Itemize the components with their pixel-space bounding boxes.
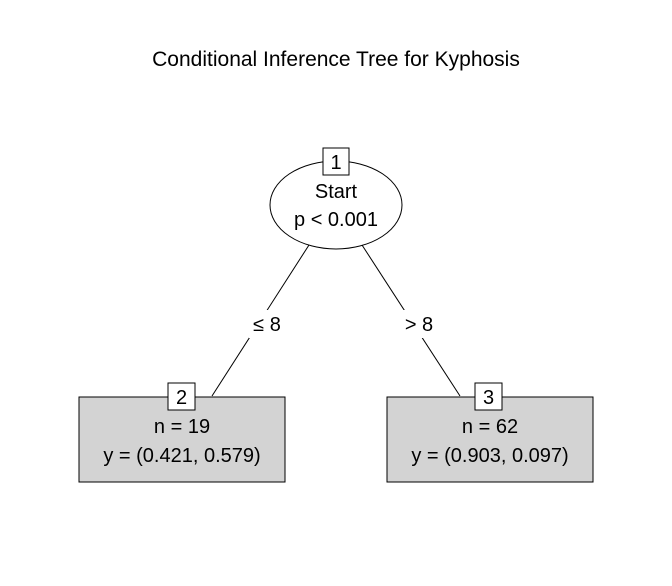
terminal-count: n = 19 bbox=[154, 416, 210, 438]
edge-right: > 8 bbox=[361, 244, 461, 397]
split-p-value: p < 0.001 bbox=[294, 209, 378, 231]
terminal-node-3: 3 n = 62 y = (0.903, 0.097) bbox=[386, 382, 594, 483]
terminal-distribution: y = (0.903, 0.097) bbox=[411, 445, 568, 467]
node-id-box bbox=[322, 147, 350, 176]
node-id-1: 1 bbox=[330, 152, 341, 174]
edge-left: ≤ 8 bbox=[211, 244, 310, 397]
edge-label-right: > 8 bbox=[405, 314, 433, 336]
edge-label-left: ≤ 8 bbox=[253, 314, 281, 336]
terminal-node-2: 2 n = 19 y = (0.421, 0.579) bbox=[78, 382, 286, 483]
node-id-2: 2 bbox=[176, 387, 187, 409]
inner-node-1: 1 Start p < 0.001 bbox=[269, 147, 403, 250]
node-id-3: 3 bbox=[483, 387, 494, 409]
diagram-title: Conditional Inference Tree for Kyphosis bbox=[152, 48, 520, 71]
split-variable: Start bbox=[315, 181, 358, 203]
node-id-box bbox=[474, 382, 503, 411]
node-id-box bbox=[167, 382, 196, 411]
terminal-distribution: y = (0.421, 0.579) bbox=[103, 445, 260, 467]
terminal-count: n = 62 bbox=[462, 416, 518, 438]
